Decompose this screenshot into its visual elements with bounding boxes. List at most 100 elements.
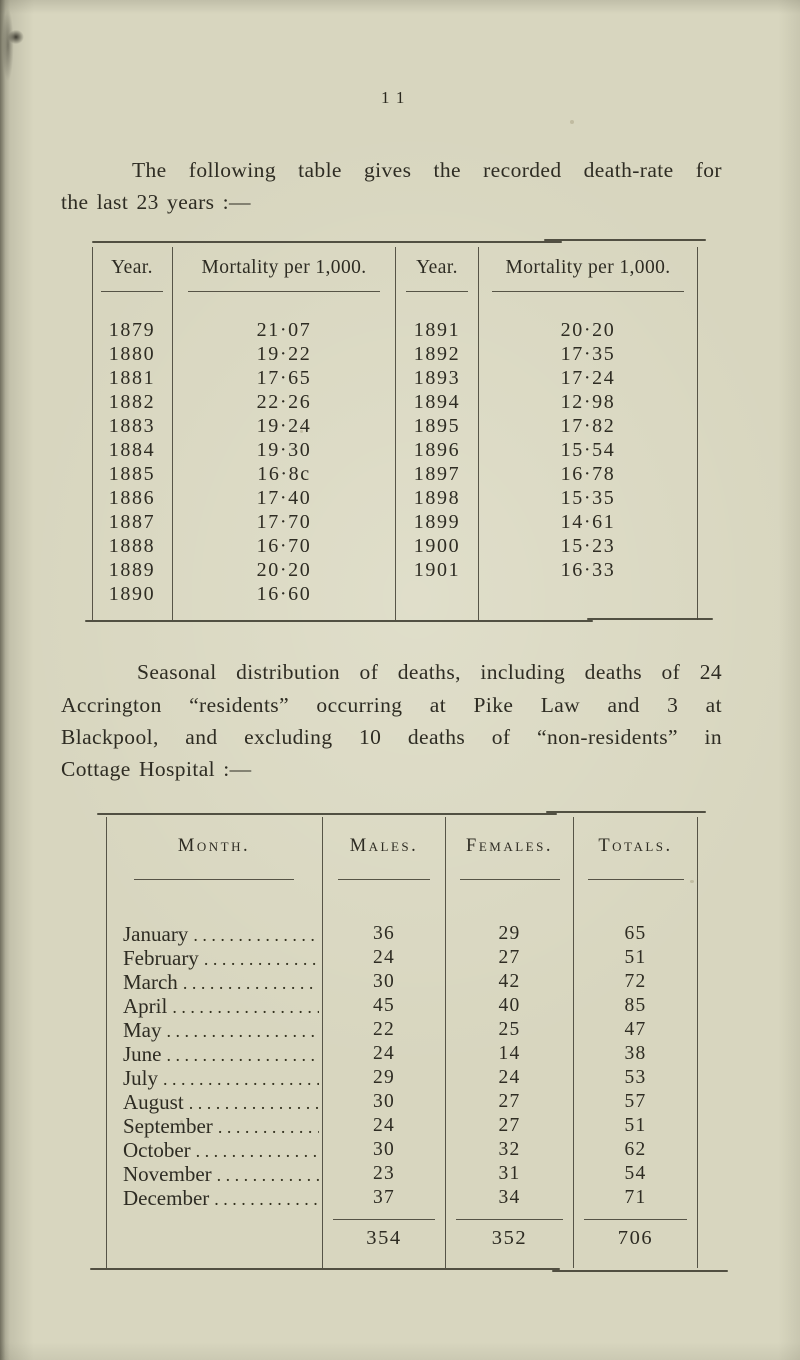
header-underline xyxy=(188,291,380,292)
year-value: 1881 xyxy=(108,367,156,389)
column-header-label: Year. xyxy=(416,256,458,278)
dot-leader: .................................... xyxy=(214,1189,319,1209)
rate-value: 17·82 xyxy=(560,415,616,437)
deaths-count: 34 xyxy=(498,1187,521,1208)
year-value: 1893 xyxy=(413,367,461,389)
deaths-count: 32 xyxy=(498,1139,521,1160)
table-row-month: December................................… xyxy=(106,1186,322,1210)
deaths-count: 42 xyxy=(498,971,521,992)
scan-smudge xyxy=(1,0,15,90)
rate-value: 17·35 xyxy=(560,343,616,365)
year-value: 1897 xyxy=(413,463,461,485)
note-line-3: Blackpool, and excluding 10 deaths of “n… xyxy=(61,725,722,749)
table-top-rule xyxy=(546,811,706,813)
note-line-4: Cottage Hospital :— xyxy=(61,757,252,781)
paper-speck xyxy=(300,430,303,433)
dot-leader: .................................... xyxy=(166,1021,320,1041)
year-value: 1884 xyxy=(108,439,156,461)
year-value: 1894 xyxy=(413,391,461,413)
rate-value: 17·70 xyxy=(256,511,312,533)
table-bottom-rule xyxy=(552,1270,728,1272)
table-bottom-rule xyxy=(85,620,593,622)
column-divider xyxy=(478,247,479,620)
rate-value: 16·60 xyxy=(256,583,312,605)
deaths-count: 22 xyxy=(373,1019,395,1040)
month-label: October xyxy=(123,1138,191,1162)
table-top-rule xyxy=(92,241,562,243)
table-row-month: April...................................… xyxy=(106,994,322,1018)
totals-separator xyxy=(332,1219,436,1220)
rate-value: 20·20 xyxy=(256,559,312,581)
column-header: Mortality per 1,000. xyxy=(479,243,697,292)
column-header-label: Year. xyxy=(111,256,153,278)
year-value: 1895 xyxy=(413,415,461,437)
month-label: August xyxy=(123,1090,184,1114)
deaths-count: 30 xyxy=(373,1091,395,1112)
deaths-count: 24 xyxy=(373,1043,395,1064)
deaths-count: 47 xyxy=(624,1019,647,1040)
rate-value: 17·40 xyxy=(256,487,312,509)
deaths-count: 53 xyxy=(624,1067,647,1088)
column-header: Males. xyxy=(323,813,445,880)
deaths-count: 24 xyxy=(373,947,395,968)
rate-value: 16·78 xyxy=(560,463,616,485)
column-header-label: Mortality per 1,000. xyxy=(201,256,367,278)
rate-value: 16·8c xyxy=(257,463,311,485)
column-divider xyxy=(445,817,446,1268)
table-border xyxy=(106,817,107,1268)
month-label: November xyxy=(123,1162,212,1186)
column-divider xyxy=(322,817,323,1268)
table-row-month: February................................… xyxy=(106,946,322,970)
dot-leader: .................................... xyxy=(172,997,319,1017)
column-header: Year. xyxy=(396,243,478,292)
month-label: March xyxy=(123,970,178,994)
totals-column: Totals. 65 51 72 85 47 38 53 57 51 62 54… xyxy=(574,813,697,1270)
rate-value: 16·33 xyxy=(560,559,616,581)
table-bottom-rule xyxy=(90,1268,560,1270)
deaths-count: 14 xyxy=(498,1043,521,1064)
year-value: 1885 xyxy=(108,463,156,485)
column-header-label: Mortality per 1,000. xyxy=(505,256,671,278)
rate-value: 19·22 xyxy=(256,343,312,365)
column-divider xyxy=(395,247,396,620)
year-value: 1879 xyxy=(108,319,156,341)
mortality-column-right: Mortality per 1,000. 20·20 17·35 17·24 1… xyxy=(479,243,697,622)
month-label: June xyxy=(123,1042,162,1066)
year-value: 1892 xyxy=(413,343,461,365)
rate-value: 21·07 xyxy=(256,319,312,341)
year-value: 1888 xyxy=(108,535,156,557)
mortality-column-left: Mortality per 1,000. 21·07 19·22 17·65 2… xyxy=(173,243,395,622)
column-header: Mortality per 1,000. xyxy=(173,243,395,292)
year-value: 1898 xyxy=(413,487,461,509)
header-underline xyxy=(492,291,684,292)
mortality-rate-table: Year. 1879 1880 1881 1882 1883 1884 1885… xyxy=(85,239,713,622)
deaths-count: 57 xyxy=(624,1091,647,1112)
deaths-count: 40 xyxy=(498,995,521,1016)
deaths-count: 29 xyxy=(373,1067,395,1088)
rate-value: 12·98 xyxy=(560,391,616,413)
year-value: 1887 xyxy=(108,511,156,533)
rate-value: 15·54 xyxy=(560,439,616,461)
table-row-month: August..................................… xyxy=(106,1090,322,1114)
females-column: Females. 29 27 42 40 25 14 24 27 27 32 3… xyxy=(446,813,573,1270)
rate-value xyxy=(479,582,697,606)
paper-speck xyxy=(690,880,694,883)
rate-value: 17·65 xyxy=(256,367,312,389)
month-label: September xyxy=(123,1114,213,1138)
rate-value: 16·70 xyxy=(256,535,312,557)
month-label: February xyxy=(123,946,199,970)
year-value: 1882 xyxy=(108,391,156,413)
rate-value: 19·24 xyxy=(256,415,312,437)
table-row-month: March...................................… xyxy=(106,970,322,994)
year-value: 1896 xyxy=(413,439,461,461)
page-number: 11 xyxy=(381,88,412,107)
table-top-rule xyxy=(97,813,557,815)
header-underline xyxy=(101,291,163,292)
deaths-count: 36 xyxy=(373,923,395,944)
deaths-count: 27 xyxy=(498,1091,521,1112)
month-label: July xyxy=(123,1066,159,1090)
header-underline xyxy=(134,879,294,880)
deaths-count: 30 xyxy=(373,971,395,992)
table-row-month: January.................................… xyxy=(106,922,322,946)
deaths-count: 71 xyxy=(624,1187,647,1208)
